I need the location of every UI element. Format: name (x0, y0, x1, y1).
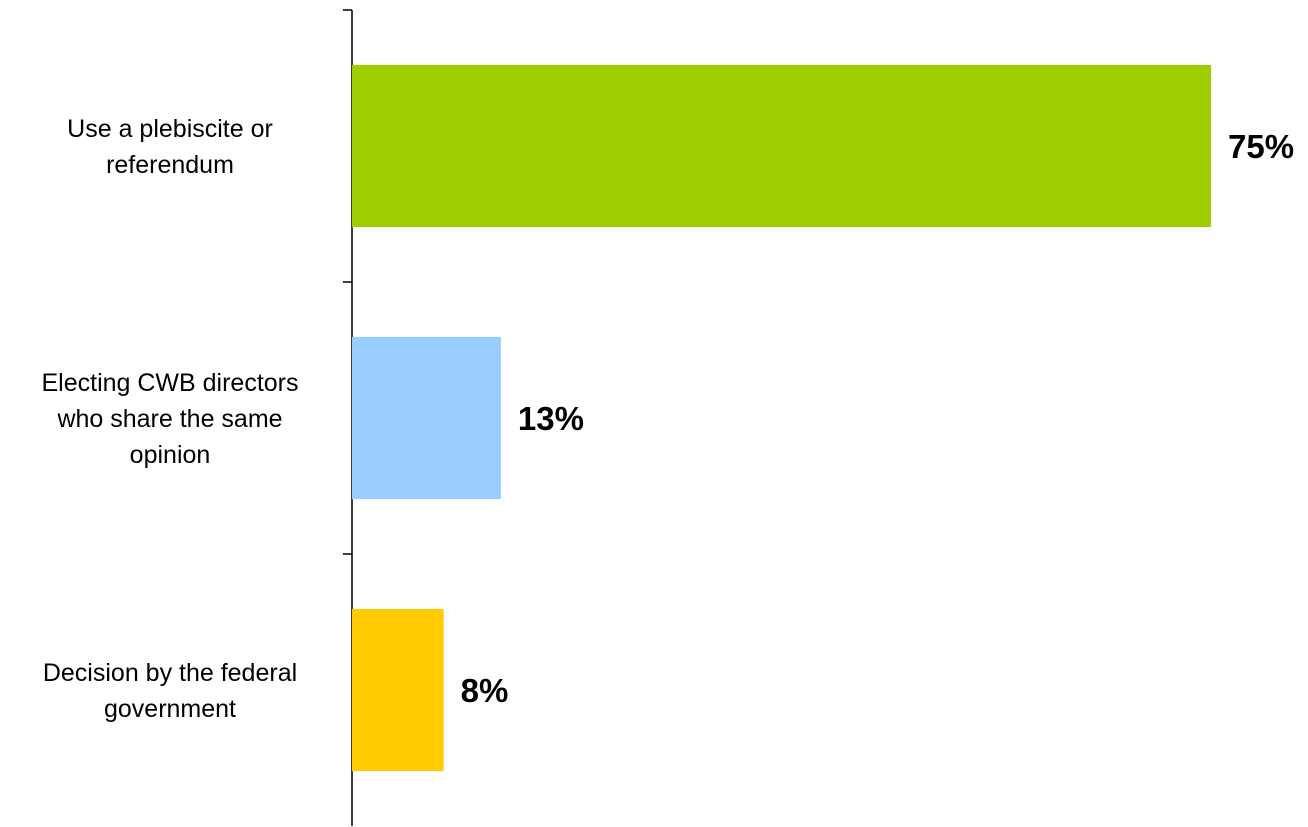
category-axis (343, 9, 353, 826)
category-label: Decision by the federal government (43, 659, 297, 723)
category-label-line: Decision by the federal (43, 659, 297, 687)
value-label: 13% (518, 400, 584, 437)
category-labels: Use a plebiscite or referendum Electing CW… (41, 115, 298, 723)
value-labels: 75% 13% 8% (461, 128, 1294, 709)
category-label-line: government (104, 695, 236, 723)
bar (352, 65, 1211, 227)
category-label-line: who share the same (56, 405, 282, 433)
category-label-line: Use a plebiscite or (67, 115, 273, 143)
category-label: Electing CWB directors who share the same… (41, 369, 298, 469)
bars (352, 65, 1211, 771)
category-label: Use a plebiscite or referendum (67, 115, 273, 179)
value-label: 8% (461, 672, 509, 709)
category-label-line: Electing CWB directors (41, 369, 298, 397)
category-label-line: opinion (130, 441, 211, 469)
bar (352, 337, 501, 499)
value-label: 75% (1228, 128, 1294, 165)
bar (352, 609, 444, 771)
category-label-line: referendum (106, 151, 234, 179)
